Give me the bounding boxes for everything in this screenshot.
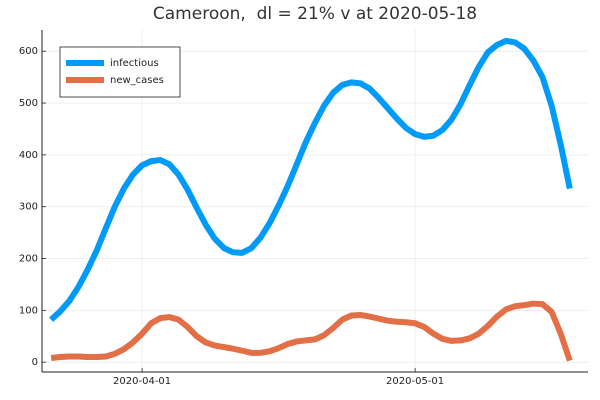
x-tick-label: 2020-05-01 (386, 376, 444, 387)
y-tick-label: 300 (19, 202, 38, 213)
chart-title: Cameroon, dl = 21% v at 2020-05-18 (153, 4, 477, 24)
y-tick-label: 500 (19, 98, 38, 109)
legend-label: infectious (110, 58, 159, 69)
legend-box (59, 46, 181, 98)
y-tick-label: 100 (19, 305, 38, 316)
legend: infectious new_cases (59, 46, 181, 98)
y-tick-label: 0 (32, 357, 38, 368)
x-tick-label: 2020-04-01 (113, 376, 171, 387)
y-tick-label: 200 (19, 254, 38, 265)
y-tick-label: 400 (19, 150, 38, 161)
y-tick-label: 600 (19, 46, 38, 57)
line-series (50, 300, 573, 362)
legend-label: new_cases (110, 75, 164, 86)
line-series (49, 37, 573, 322)
